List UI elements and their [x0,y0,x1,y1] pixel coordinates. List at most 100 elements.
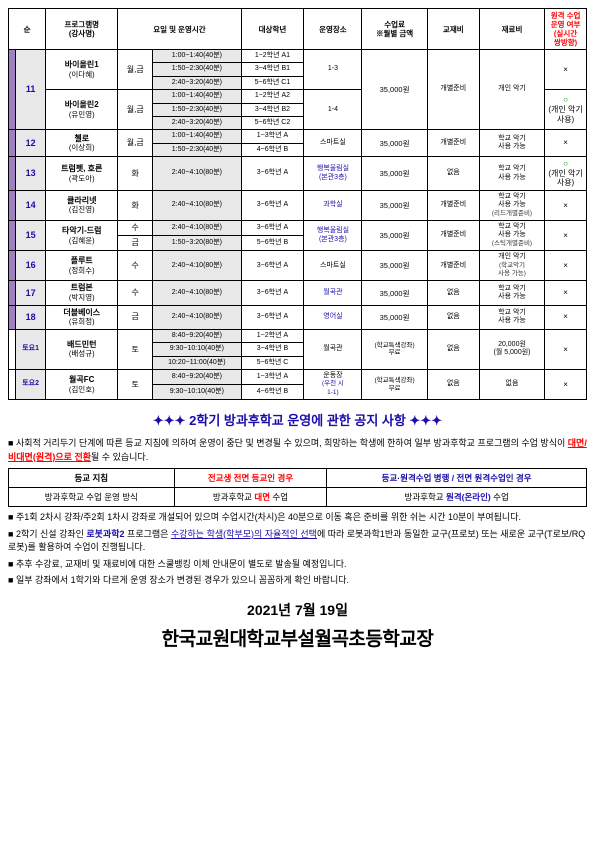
bullet: ■ 주1회 2차시 강좌/주2회 1차시 강좌로 개설되어 있으며 수업시간(차… [8,511,587,525]
material: 없음 [479,369,544,399]
color-bar [9,157,16,191]
program: 트럼본(박지영) [46,281,118,305]
target: 3~4학년 B [241,343,304,356]
remote-flag: × [545,369,587,399]
day: 월,금 [118,50,153,90]
time: 1:50~3:20(80분) [153,236,241,251]
material: 개인 악기 [479,50,544,130]
time: 1:00~1:40(40분) [153,90,241,103]
book: 개별준비 [427,50,479,130]
target: 5~6학년 C [241,356,304,369]
row-num: 16 [15,251,45,281]
day: 화 [118,157,153,191]
row-num: 토요2 [15,369,45,399]
footer-date: 2021년 7월 19일 [8,600,587,620]
program: 트럼펫, 호른(곽도아) [46,157,118,191]
color-bar [9,190,16,220]
time: 10:20~11:00(40분) [153,356,241,369]
time: 2:40~4:10(80분) [153,305,241,329]
fee: (학교특색강좌)무료 [362,369,427,399]
time: 2:40~4:10(80분) [153,157,241,191]
policy-r1: 방과후학교 수업 운영 방식 [9,488,175,507]
day: 화 [118,190,153,220]
remote-flag: × [545,221,587,251]
row-num: 18 [15,305,45,329]
target: 4~6학년 B [241,385,304,400]
program: 바이올린1(이다혜) [46,50,118,90]
program: 배드민턴(배성규) [46,329,118,369]
remote-flag: ○(개인 악기사용) [545,90,587,130]
th-fee: 수업료※월별 금액 [362,9,427,50]
bullet: ■ 사회적 거리두기 단계에 따른 등교 지침에 의하여 운영이 중단 및 변경… [8,437,587,464]
row-num: 토요1 [15,329,45,369]
material: 학교 악기사용 가능 [479,157,544,191]
color-bar [9,305,16,329]
time: 2:40~3:20(40분) [153,116,241,129]
program: 더블베이스(유희정) [46,305,118,329]
time: 2:40~4:10(80분) [153,221,241,236]
target: 3~6학년 A [241,305,304,329]
program: 타악기-드럼(김혜윤) [46,221,118,251]
color-bar [9,281,16,305]
target: 1~2학년 A [241,329,304,342]
material: 학교 악기사용 가능 [479,305,544,329]
schedule-table: 순 프로그램명(강사명) 요일 및 운영시간 대상학년 운영장소 수업료※월별 … [8,8,587,400]
notice-bullets-2: ■ 주1회 2차시 강좌/주2회 1차시 강좌로 개설되어 있으며 수업시간(차… [8,511,587,588]
target: 5~6학년 B [241,236,304,251]
time: 2:40~3:20(40분) [153,76,241,89]
fee: 35,000원 [362,130,427,157]
program: 플루트(정희수) [46,251,118,281]
place: 과학실 [304,190,362,220]
target: 3~6학년 A [241,251,304,281]
color-bar [9,50,16,130]
remote-flag: × [545,50,587,90]
day: 금 [118,305,153,329]
row-num: 15 [15,221,45,251]
place: 행복울림실(본관3층) [304,157,362,191]
remote-flag: × [545,329,587,369]
fee: 35,000원 [362,221,427,251]
day: 토 [118,329,153,369]
th-place: 운영장소 [304,9,362,50]
policy-r2: 방과후학교 대면 수업 [174,488,327,507]
remote-flag: × [545,281,587,305]
time: 2:40~4:10(80분) [153,190,241,220]
material: 학교 악기사용 가능(리드개별준비) [479,190,544,220]
bullet: ■ 추후 수강료, 교재비 및 재료비에 대한 스쿨뱅킹 이체 안내문이 별도로… [8,558,587,572]
target: 1~2학년 A1 [241,50,304,63]
time: 1:00~1:40(40분) [153,50,241,63]
time: 1:00~1:40(40분) [153,130,241,143]
target: 3~6학년 A [241,221,304,236]
th-book: 교재비 [427,9,479,50]
target: 1~3학년 A [241,130,304,143]
time: 9:30~10:10(40분) [153,385,241,400]
book: 없음 [427,369,479,399]
header-row: 순 프로그램명(강사명) 요일 및 운영시간 대상학년 운영장소 수업료※월별 … [9,9,587,50]
book: 없음 [427,281,479,305]
book: 개별준비 [427,130,479,157]
material: 20,000원(월 5,000원) [479,329,544,369]
row-num: 13 [15,157,45,191]
fee: 35,000원 [362,157,427,191]
color-bar [9,130,16,157]
day: 토 [118,369,153,399]
time: 1:50~2:30(40분) [153,103,241,116]
fee: 35,000원 [362,305,427,329]
day: 수 [118,281,153,305]
day: 수 [118,221,153,236]
time: 1:50~2:30(40분) [153,63,241,76]
target: 5~6학년 C1 [241,76,304,89]
target: 1~2학년 A2 [241,90,304,103]
th-num: 순 [9,9,46,50]
target: 3~6학년 A [241,281,304,305]
place: 1-3 [304,50,362,90]
policy-h1: 등교 지침 [9,469,175,488]
policy-table: 등교 지침 전교생 전면 등교인 경우 등교·원격수업 병행 / 전면 원격수업… [8,468,587,507]
time: 9:30~10:10(40분) [153,343,241,356]
th-target: 대상학년 [241,9,304,50]
place: 스마트실 [304,251,362,281]
book: 없음 [427,329,479,369]
th-daytime: 요일 및 운영시간 [118,9,241,50]
time: 2:40~4:10(80분) [153,281,241,305]
color-bar [9,221,16,251]
